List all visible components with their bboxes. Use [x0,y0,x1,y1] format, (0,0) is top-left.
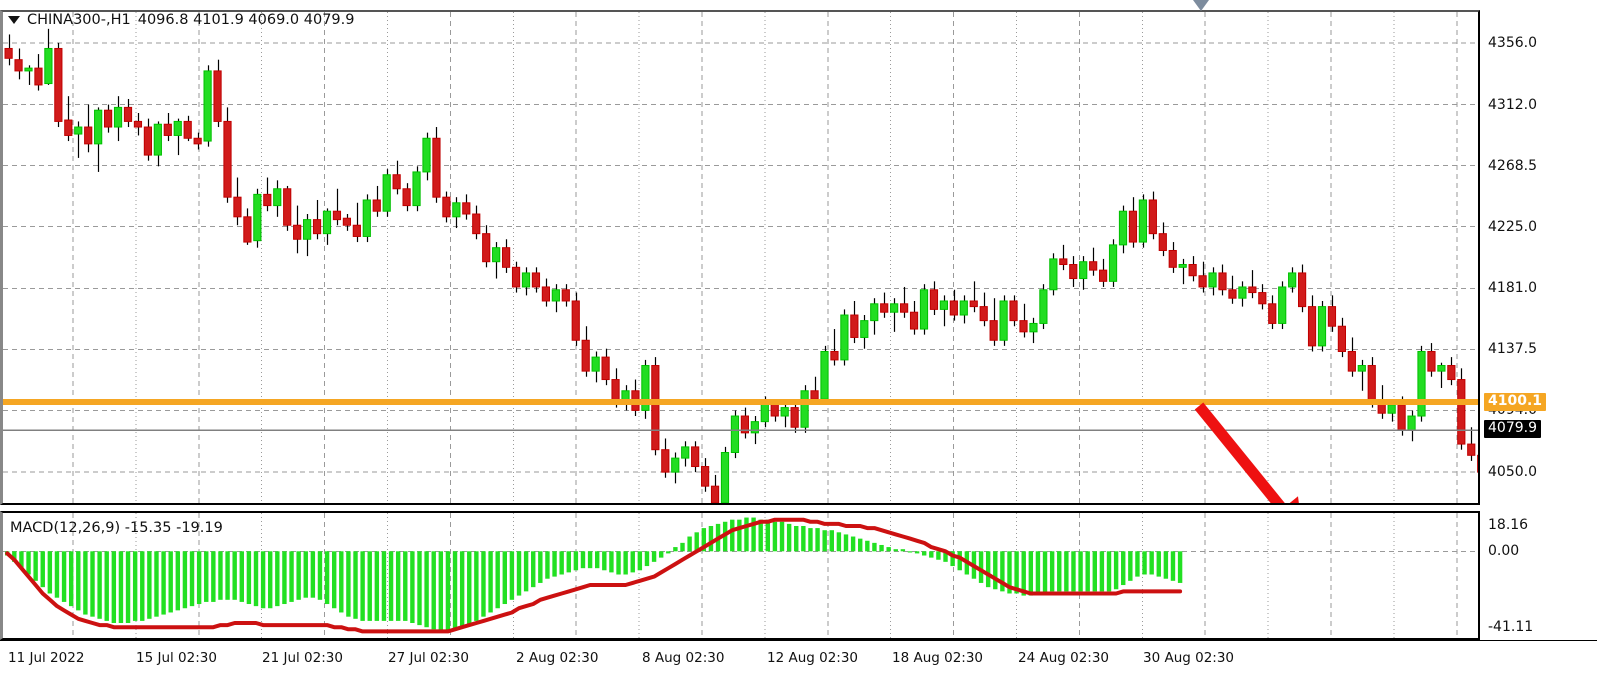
time-axis-tick-label: 11 Jul 2022 [8,650,84,666]
price-axis-tick-label: 4050.0 [1488,465,1537,479]
macd-histogram-svg [3,513,1478,638]
time-axis[interactable]: 11 Jul 2022 15 Jul 02:30 21 Jul 02:30 27 Ju… [0,640,1597,676]
price-axis-tick-label: 4137.5 [1488,342,1537,356]
time-axis-tick-label: 21 Jul 02:30 [262,650,343,666]
price-panel-header: CHINA300-,H1 4096.8 4101.9 4069.0 4079.9 [8,12,355,28]
triangle-down-icon[interactable] [8,16,20,24]
time-axis-tick-label: 12 Aug 02:30 [767,650,858,666]
time-axis-tick-label: 24 Aug 02:30 [1018,650,1109,666]
ohlc-values-label: 4096.8 4101.9 4069.0 4079.9 [138,12,355,28]
macd-axis-tick-label: -41.11 [1488,620,1533,634]
price-axis-tick-label: 4356.0 [1488,36,1537,50]
last-price-tag[interactable]: 4079.9 [1484,420,1541,438]
price-axis-tick-label: 4181.0 [1488,281,1537,295]
time-axis-tick-label: 18 Aug 02:30 [892,650,983,666]
macd-header-label: MACD(12,26,9) -15.35 -19.19 [10,520,223,536]
price-level-tag[interactable]: 4100.1 [1484,393,1546,411]
symbol-timeframe-label: CHINA300-,H1 [27,12,131,28]
price-plot-area[interactable] [3,12,1478,503]
chart-top-marker-icon[interactable] [1193,0,1209,11]
price-chart-panel[interactable] [0,10,1480,505]
time-axis-tick-label: 27 Jul 02:30 [388,650,469,666]
macd-plot-area[interactable] [3,513,1478,638]
price-axis-tick-label: 4312.0 [1488,98,1537,112]
macd-axis-tick-label: 18.16 [1488,518,1528,532]
macd-axis-tick-label: 0.00 [1488,544,1519,558]
macd-indicator-panel[interactable]: MACD(12,26,9) -15.35 -19.19 [0,511,1480,640]
time-axis-tick-label: 8 Aug 02:30 [642,650,724,666]
price-axis[interactable]: 4356.04312.04268.54225.04181.04137.54094… [1480,10,1597,640]
price-axis-tick-label: 4225.0 [1488,220,1537,234]
time-axis-tick-label: 30 Aug 02:30 [1143,650,1234,666]
price-candlestick-svg [3,12,1478,503]
time-axis-tick-label: 15 Jul 02:30 [136,650,217,666]
time-axis-tick-label: 2 Aug 02:30 [516,650,598,666]
price-axis-tick-label: 4268.5 [1488,159,1537,173]
